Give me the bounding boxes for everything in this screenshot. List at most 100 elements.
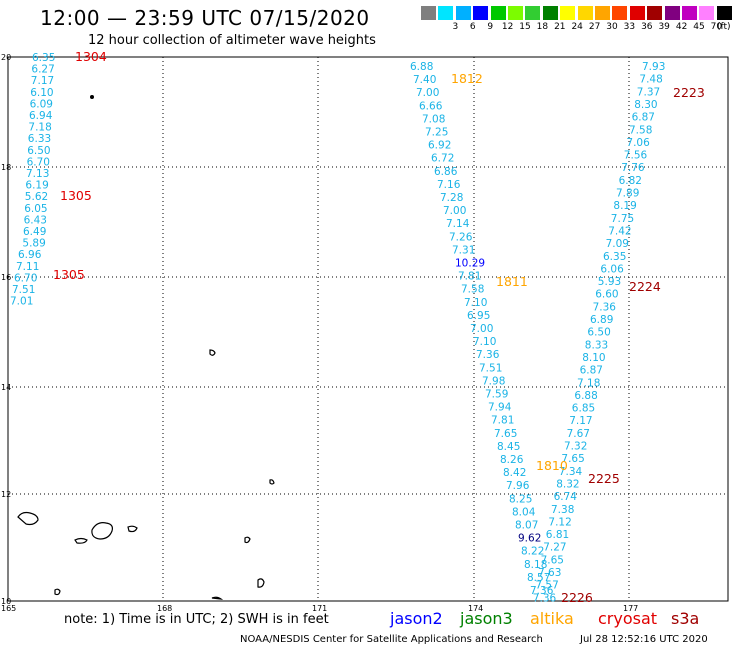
wave-height-value: 7.42 — [608, 225, 631, 237]
lat-tick-label: 12 — [1, 490, 11, 499]
wave-height-value: 8.30 — [634, 99, 657, 111]
wave-height-value: 8.45 — [497, 441, 520, 453]
wave-height-value: 7.27 — [543, 542, 566, 554]
scale-label: 18 — [536, 22, 549, 32]
scale-label: 24 — [571, 22, 583, 32]
scale-swatch — [508, 6, 523, 20]
wave-height-value: 6.86 — [434, 166, 458, 178]
pass-time-label: 2225 — [588, 471, 620, 486]
scale-swatch — [542, 6, 558, 20]
scale-swatch — [438, 6, 454, 20]
scale-label: 27 — [588, 22, 601, 32]
wave-height-value: 6.50 — [587, 327, 610, 339]
wave-height-value: 7.36 — [593, 301, 617, 313]
wave-height-value: 7.96 — [506, 480, 530, 492]
island-outline — [244, 536, 251, 544]
pass-time-label: 1305 — [60, 188, 92, 203]
wave-height-value: 7.06 — [626, 137, 650, 149]
wave-height-value: 6.96 — [18, 249, 42, 261]
wave-height-value: 7.17 — [569, 415, 592, 427]
wave-height-value: 7.67 — [567, 428, 590, 440]
wave-height-value: 8.22 — [521, 546, 544, 558]
scale-swatch — [647, 6, 663, 20]
wave-height-value: 7.26 — [449, 231, 473, 243]
scale-label: 9 — [487, 22, 494, 32]
wave-height-value: 7.00 — [416, 87, 439, 99]
pass-time-label: 1304 — [75, 49, 107, 64]
wave-height-value: 6.66 — [419, 100, 443, 112]
scale-swatch — [716, 6, 732, 20]
note-text: note: 1) Time is in UTC; 2) SWH is in fe… — [64, 612, 329, 627]
wave-height-value: 7.40 — [413, 74, 436, 86]
scale-label: 42 — [675, 22, 688, 32]
wave-height-value: 7.81 — [491, 415, 514, 427]
wave-height-value: 7.38 — [551, 504, 574, 516]
wave-height-value: 7.36 — [476, 349, 500, 361]
scale-label: 6 — [469, 22, 476, 32]
page-title: 12:00 — 23:59 UTC 07/15/2020 — [40, 6, 370, 30]
scale-swatch — [629, 6, 645, 20]
timestamp-text: Jul 28 12:52:16 UTC 2020 — [580, 634, 708, 645]
wave-height-value: 6.70 — [14, 272, 37, 284]
wave-height-value: 8.10 — [582, 352, 605, 364]
wave-height-value: 7.58 — [461, 284, 484, 296]
wave-height-value: 7.75 — [611, 213, 634, 225]
lat-tick-label: 10 — [1, 597, 11, 606]
wave-height-value: 7.00 — [470, 323, 493, 335]
satellite-legend-item: jason3 — [460, 609, 513, 628]
wave-height-value: 7.12 — [548, 516, 571, 528]
page-subtitle: 12 hour collection of altimeter wave hei… — [88, 33, 376, 48]
scale-label: 45 — [693, 22, 705, 32]
scale-swatch — [525, 6, 541, 20]
wave-height-value: 8.18 — [524, 559, 547, 571]
wave-height-value: 7.36 — [530, 585, 554, 597]
wave-height-value: 9.62 — [518, 533, 541, 545]
wave-height-value: 6.50 — [27, 145, 50, 157]
scale-label: 30 — [606, 22, 618, 32]
wave-height-value: 7.63 — [538, 567, 561, 579]
wave-height-value: 8.07 — [515, 520, 538, 532]
wave-height-value: 7.13 — [26, 168, 49, 180]
credit-text: NOAA/NESDIS Center for Satellite Applica… — [240, 634, 543, 645]
wave-height-value: 6.87 — [632, 112, 655, 124]
wave-height-value: 7.16 — [437, 179, 461, 191]
wave-height-value: 6.05 — [24, 203, 47, 215]
scale-swatch — [682, 6, 697, 20]
wave-height-value: 7.51 — [479, 362, 502, 374]
lon-tick-label: 177 — [623, 604, 638, 613]
wave-height-value: 7.36 — [533, 592, 557, 604]
scale-swatch — [577, 6, 593, 20]
pass-time-label: 1811 — [496, 274, 528, 289]
pass-time-label: 2223 — [673, 85, 705, 100]
scale-swatch — [699, 6, 715, 20]
wave-height-value: 7.25 — [425, 127, 448, 139]
island-dot — [90, 95, 94, 99]
wave-height-value: 7.89 — [616, 188, 639, 200]
pass-time-label: 2224 — [629, 279, 661, 294]
pass-time-label: 2226 — [561, 590, 593, 605]
wave-height-value: 7.34 — [559, 466, 583, 478]
wave-height-value: 7.59 — [485, 389, 508, 401]
wave-height-value: 7.10 — [473, 336, 496, 348]
wave-height-value: 7.48 — [639, 74, 662, 86]
wave-height-value: 7.00 — [443, 205, 466, 217]
wave-height-value: 7.58 — [629, 124, 652, 136]
lon-tick-label: 174 — [468, 604, 483, 613]
wave-height-value: 5.62 — [25, 191, 48, 203]
island-outline — [257, 578, 265, 588]
wave-height-value: 8.32 — [556, 478, 579, 490]
wave-height-value: 7.94 — [488, 402, 512, 414]
wave-height-value: 8.42 — [503, 467, 526, 479]
wave-height-value: 5.89 — [22, 238, 45, 250]
island-outline — [54, 588, 61, 596]
lat-tick-label: 16 — [1, 273, 11, 282]
pass-time-label: 1810 — [536, 458, 568, 473]
scale-swatch — [664, 6, 680, 20]
island-outline — [269, 479, 275, 485]
scale-swatch — [595, 6, 610, 20]
wave-height-value: 7.93 — [642, 61, 665, 73]
wave-height-value: 7.65 — [494, 428, 517, 440]
scale-swatch — [455, 6, 471, 20]
wave-height-value: 7.81 — [458, 271, 481, 283]
satellite-legend-item: altika — [530, 609, 574, 628]
